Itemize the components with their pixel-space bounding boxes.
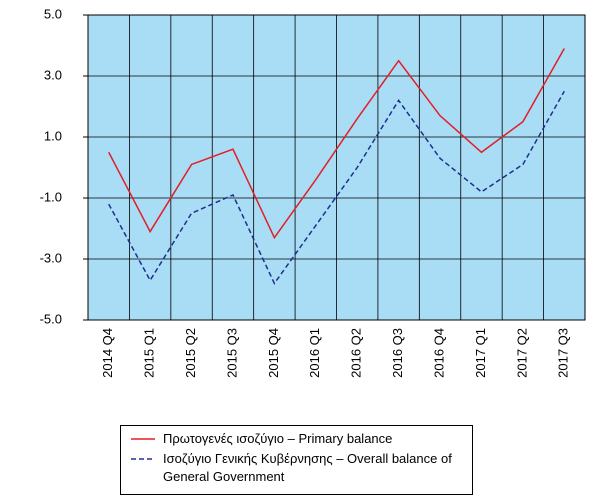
y-tick-label: 3.0 xyxy=(44,67,62,82)
y-tick-label: -3.0 xyxy=(40,250,62,265)
x-tick-label: 2014 Q4 xyxy=(100,328,115,378)
legend-swatch xyxy=(131,458,155,460)
x-tick-label: 2017 Q2 xyxy=(514,328,529,378)
y-tick-label: 5.0 xyxy=(44,6,62,21)
x-tick-label: 2015 Q3 xyxy=(224,328,239,378)
y-tick-label: -1.0 xyxy=(40,189,62,204)
x-tick-label: 2015 Q1 xyxy=(142,328,157,378)
chart: -5.0 -3.0 -1.0 1.0 3.0 5.0 2014 Q4 2015 Q1 2015 … xyxy=(40,6,586,378)
series-line xyxy=(108,90,565,285)
x-tick-label: 2015 Q2 xyxy=(183,328,198,378)
legend-entry: Πρωτογενές ισοζύγιο – Primary balance xyxy=(129,430,464,448)
x-tick-label: 2015 Q4 xyxy=(266,328,281,378)
legend-label: Πρωτογενές ισοζύγιο – Primary balance xyxy=(163,431,393,446)
x-tick-label: 2016 Q1 xyxy=(307,328,322,378)
y-tick-label: -5.0 xyxy=(40,311,62,326)
x-tick-label: 2017 Q3 xyxy=(556,328,571,378)
legend-swatch xyxy=(131,438,155,440)
plot-border xyxy=(87,14,586,321)
x-tick-label: 2016 Q2 xyxy=(349,328,364,378)
y-tick-label: 1.0 xyxy=(44,128,62,143)
legend: Πρωτογενές ισοζύγιο – Primary balance Ισο… xyxy=(120,425,473,495)
series-line xyxy=(108,48,565,240)
x-tick-label: 2017 Q1 xyxy=(473,328,488,378)
legend-label: Ισοζύγιο Γενικής Κυβέρνησης – Overall ba… xyxy=(163,451,452,484)
x-tick-label: 2016 Q3 xyxy=(390,328,405,378)
x-tick-label: 2016 Q4 xyxy=(431,328,446,378)
legend-entry: Ισοζύγιο Γενικής Κυβέρνησης – Overall ba… xyxy=(129,450,464,486)
